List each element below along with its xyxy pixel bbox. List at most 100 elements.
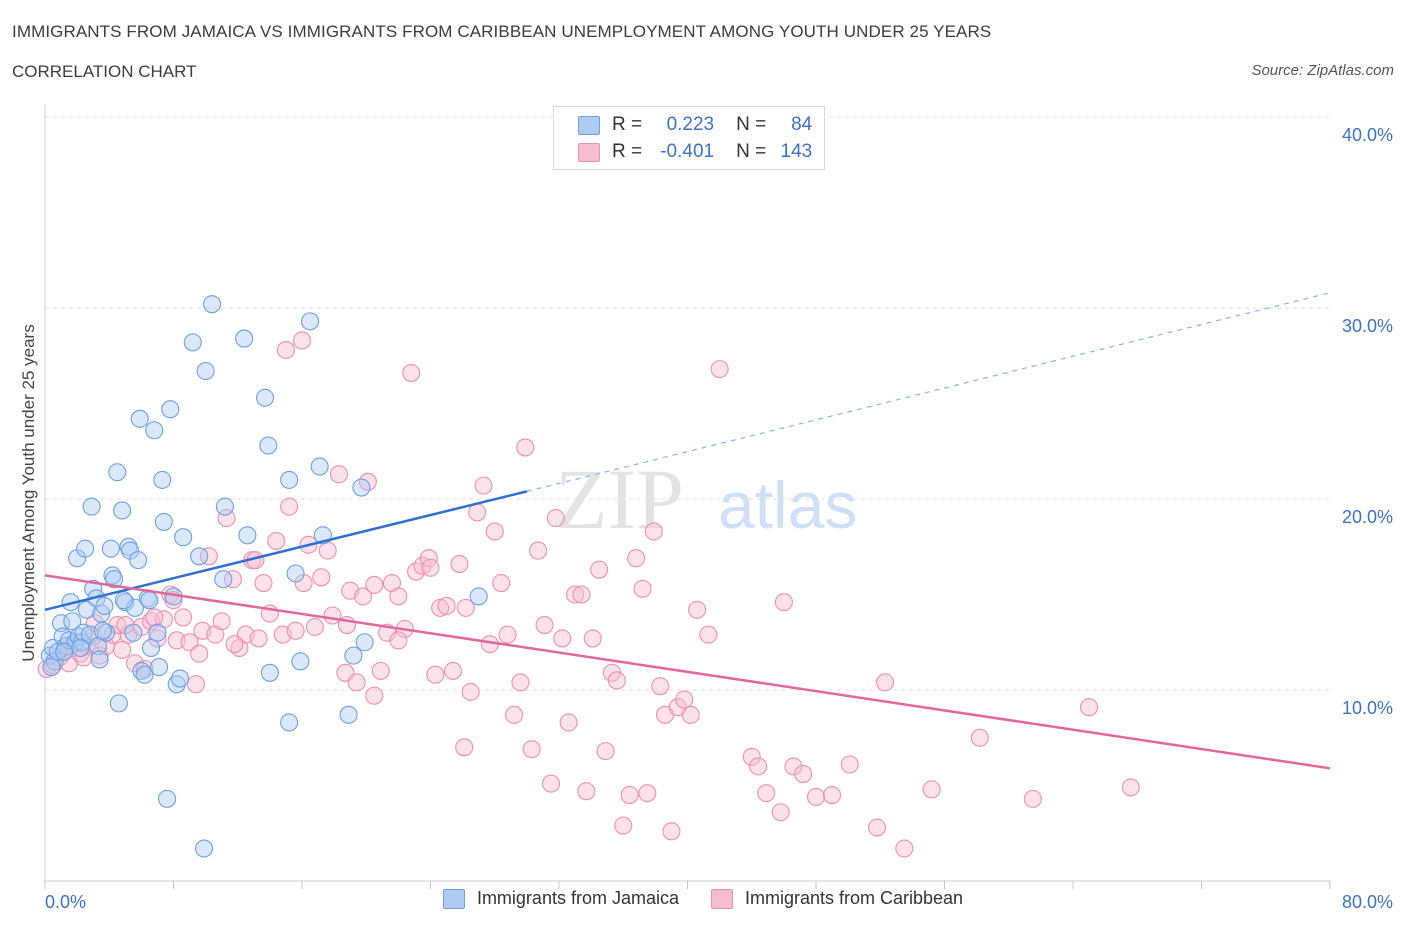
stats-legend: R = 0.223 N = 84 R = -0.401 N = 143: [553, 106, 825, 170]
legend-label-jamaica: Immigrants from Jamaica: [476, 888, 679, 908]
jamaica-point: [339, 705, 358, 724]
legend-item-caribbean: Immigrants from Caribbean: [710, 888, 964, 909]
caribbean-point: [1121, 778, 1140, 797]
caribbean-point: [276, 340, 295, 360]
legend-label-caribbean: Immigrants from Caribbean: [744, 888, 964, 908]
caribbean-point: [638, 784, 657, 803]
y-tick-label: 20.0%: [1342, 507, 1393, 527]
jamaica-point: [82, 497, 101, 516]
r-label: R =: [612, 141, 643, 162]
jamaica-point: [141, 638, 161, 658]
jamaica-swatch: [578, 115, 600, 135]
caribbean-point: [651, 677, 670, 696]
caribbean-point: [217, 509, 236, 528]
jamaica-point: [63, 612, 82, 631]
jamaica-point: [52, 614, 71, 633]
caribbean-point: [681, 705, 700, 724]
jamaica-point: [153, 470, 172, 489]
source-label: Source: ZipAtlas.com: [1251, 62, 1394, 79]
jamaica-point: [352, 478, 371, 497]
caribbean-point: [74, 648, 93, 667]
jamaica-point: [90, 650, 109, 669]
caribbean-point: [774, 593, 793, 612]
caribbean-point: [566, 585, 585, 604]
caribbean-point: [710, 360, 729, 379]
jamaica-legend-swatch: [442, 888, 465, 909]
jamaica-trend-extension: [526, 292, 1331, 492]
caribbean-point: [145, 608, 164, 627]
jamaica-point: [96, 623, 116, 642]
jamaica-point: [310, 457, 329, 476]
caribbean-point: [675, 690, 694, 709]
chart-subtitle: CORRELATION CHART: [12, 62, 197, 81]
caribbean-point: [225, 635, 244, 654]
caribbean-point: [353, 587, 373, 606]
caribbean-point: [553, 629, 572, 648]
caribbean-point: [498, 625, 517, 644]
caribbean-point: [347, 673, 366, 692]
caribbean-point: [305, 617, 324, 637]
caribbean-point: [749, 757, 768, 776]
caribbean-point: [365, 575, 384, 595]
caribbean-point: [596, 742, 615, 761]
caribbean-trend-line: [44, 574, 1331, 770]
caribbean-point: [389, 631, 408, 650]
caribbean-point: [688, 600, 707, 619]
caribbean-point: [135, 659, 154, 679]
jamaica-point: [109, 694, 128, 713]
caribbean-point: [840, 755, 859, 774]
jamaica-point: [135, 665, 154, 684]
caribbean-point: [492, 573, 511, 593]
legend-row-caribbean: R = -0.401 N = 143: [578, 139, 812, 165]
caribbean-point: [267, 531, 286, 551]
jamaica-point: [291, 652, 310, 671]
caribbean-point: [867, 818, 887, 837]
n-value: 143: [780, 141, 813, 162]
caribbean-point: [443, 661, 463, 680]
y-tick-labels: 10.0% 20.0% 30.0% 40.0%: [1342, 125, 1393, 718]
jamaica-point: [93, 621, 112, 640]
caribbean-point: [186, 675, 206, 694]
caribbean-point: [806, 787, 826, 807]
jamaica-point: [256, 388, 275, 407]
caribbean-point: [895, 839, 914, 858]
n-value: 84: [791, 114, 813, 135]
caribbean-point: [620, 785, 639, 805]
caribbean-point: [402, 363, 421, 382]
jamaica-point: [145, 421, 164, 440]
caribbean-point: [90, 646, 109, 665]
caribbean-point: [223, 570, 242, 589]
caribbean-point: [365, 686, 384, 705]
axes: [44, 105, 1331, 889]
jamaica-point: [161, 400, 180, 419]
caribbean-point: [504, 705, 524, 724]
caribbean-point: [456, 598, 475, 617]
caribbean-point: [426, 665, 445, 684]
jamaica-point: [238, 526, 257, 545]
jamaica-point: [154, 512, 173, 531]
caribbean-legend-swatch: [710, 888, 733, 909]
jamaica-point: [76, 539, 95, 558]
caribbean-point: [286, 621, 305, 640]
caribbean-point: [212, 612, 231, 631]
jamaica-point: [170, 669, 189, 688]
x-tick-label-min: 0.0%: [45, 892, 86, 912]
jamaica-trend-line: [44, 490, 528, 611]
y-tick-label: 10.0%: [1342, 698, 1393, 718]
jamaica-point: [130, 409, 149, 428]
legend-item-jamaica: Immigrants from Jamaica: [442, 888, 679, 909]
caribbean-point: [516, 438, 535, 457]
caribbean-point: [113, 640, 132, 659]
n-label: N =: [736, 114, 767, 135]
caribbean-point: [522, 740, 541, 759]
caribbean-point: [970, 728, 989, 747]
caribbean-point: [254, 573, 273, 593]
caribbean-point: [577, 782, 596, 801]
caribbean-point: [323, 606, 342, 625]
jamaica-point: [260, 663, 279, 682]
caribbean-point: [148, 629, 167, 648]
jamaica-point: [55, 642, 74, 661]
caribbean-point: [614, 816, 633, 835]
jamaica-point: [300, 312, 320, 331]
jamaica-point: [183, 333, 202, 352]
